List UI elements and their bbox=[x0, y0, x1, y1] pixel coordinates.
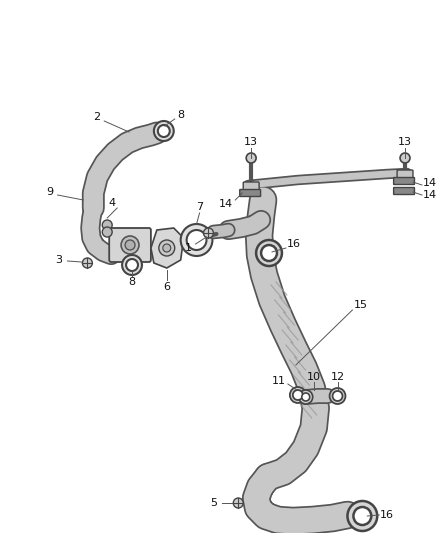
Circle shape bbox=[126, 259, 138, 271]
Text: 2: 2 bbox=[93, 112, 100, 122]
Text: 12: 12 bbox=[330, 372, 345, 382]
Text: 16: 16 bbox=[380, 510, 394, 520]
Text: 13: 13 bbox=[398, 137, 412, 147]
Circle shape bbox=[102, 227, 112, 237]
Text: 13: 13 bbox=[244, 137, 258, 147]
Circle shape bbox=[261, 245, 277, 261]
Circle shape bbox=[302, 393, 310, 401]
Text: 1: 1 bbox=[185, 243, 192, 253]
Circle shape bbox=[329, 388, 346, 404]
Text: 14: 14 bbox=[219, 199, 233, 209]
Text: 8: 8 bbox=[177, 110, 184, 120]
Circle shape bbox=[400, 153, 410, 163]
Text: 8: 8 bbox=[128, 277, 136, 287]
Circle shape bbox=[125, 240, 135, 250]
Circle shape bbox=[121, 236, 139, 254]
FancyBboxPatch shape bbox=[394, 177, 414, 184]
FancyBboxPatch shape bbox=[394, 188, 414, 195]
Text: 14: 14 bbox=[423, 190, 437, 200]
Circle shape bbox=[102, 220, 112, 230]
Text: 14: 14 bbox=[423, 178, 437, 188]
Circle shape bbox=[256, 240, 282, 266]
Circle shape bbox=[187, 230, 206, 250]
Text: 10: 10 bbox=[307, 372, 321, 382]
Circle shape bbox=[353, 507, 371, 525]
FancyBboxPatch shape bbox=[109, 228, 151, 262]
Text: 11: 11 bbox=[272, 376, 286, 386]
Circle shape bbox=[290, 387, 306, 403]
Circle shape bbox=[246, 153, 256, 163]
Circle shape bbox=[122, 255, 142, 275]
Text: 7: 7 bbox=[196, 202, 203, 212]
Circle shape bbox=[154, 121, 174, 141]
Circle shape bbox=[332, 391, 343, 401]
Text: 9: 9 bbox=[46, 187, 53, 197]
Circle shape bbox=[158, 125, 170, 137]
Circle shape bbox=[181, 224, 212, 256]
Text: 6: 6 bbox=[163, 282, 170, 292]
Text: 16: 16 bbox=[287, 239, 301, 249]
Circle shape bbox=[233, 498, 243, 508]
Text: 15: 15 bbox=[353, 300, 367, 310]
Circle shape bbox=[299, 390, 313, 404]
Circle shape bbox=[163, 244, 171, 252]
Text: 5: 5 bbox=[210, 498, 217, 508]
Circle shape bbox=[204, 228, 213, 238]
Polygon shape bbox=[151, 228, 184, 268]
Circle shape bbox=[293, 390, 303, 400]
Circle shape bbox=[347, 501, 377, 531]
Circle shape bbox=[82, 258, 92, 268]
Circle shape bbox=[159, 240, 175, 256]
FancyBboxPatch shape bbox=[397, 170, 413, 180]
FancyBboxPatch shape bbox=[240, 190, 261, 197]
FancyBboxPatch shape bbox=[243, 182, 259, 192]
Text: 3: 3 bbox=[55, 255, 62, 265]
Text: 4: 4 bbox=[109, 198, 116, 208]
